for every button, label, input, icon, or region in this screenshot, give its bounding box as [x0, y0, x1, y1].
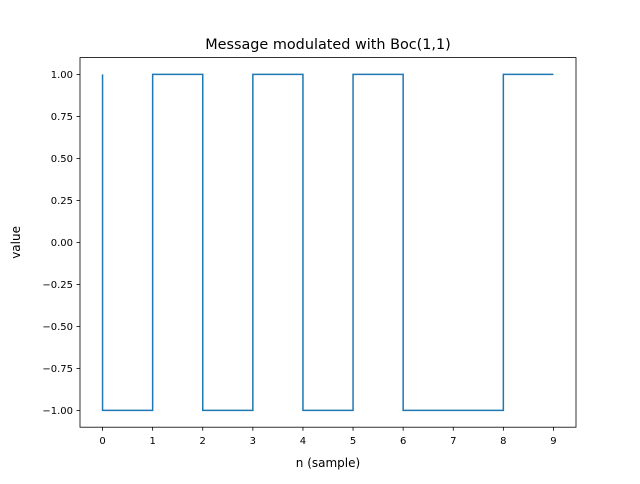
x-tick-label: 3 — [250, 436, 256, 447]
series-line-0 — [101, 73, 554, 412]
x-tick-label: 1 — [149, 436, 155, 447]
x-tick-label: 2 — [200, 436, 206, 447]
x-tick-label: 9 — [550, 436, 556, 447]
chart-title: Message modulated with Boc(1,1) — [205, 37, 451, 53]
series-layer — [101, 73, 554, 412]
x-tick-label: 5 — [350, 436, 356, 447]
y-tick-label: 0.00 — [51, 238, 73, 249]
x-axis-label: n (sample) — [296, 456, 360, 470]
y-tick-label: −0.25 — [42, 280, 73, 291]
y-tick-label: −0.50 — [42, 322, 73, 333]
y-tick-label: −0.75 — [42, 364, 73, 375]
y-tick-label: −1.00 — [42, 406, 73, 417]
y-tick-label: 1.00 — [51, 70, 73, 81]
x-tick-label: 7 — [450, 436, 456, 447]
y-tick-label: 0.75 — [51, 112, 73, 123]
y-tick-label: 0.25 — [51, 196, 73, 207]
x-tick-label: 8 — [500, 436, 506, 447]
y-axis-ticks: 1.00 0.75 0.50 0.25 0.00 −0.25 −0.50 −0.75 −1.00 — [42, 70, 80, 417]
y-tick-label: 0.50 — [51, 154, 73, 165]
x-tick-label: 6 — [400, 436, 406, 447]
y-axis-label: value — [9, 226, 23, 259]
x-tick-label: 4 — [300, 436, 306, 447]
x-axis-ticks: 0 1 2 3 4 5 6 7 8 9 — [99, 427, 557, 447]
plot-frame — [79, 57, 577, 428]
x-tick-label: 0 — [99, 436, 105, 447]
